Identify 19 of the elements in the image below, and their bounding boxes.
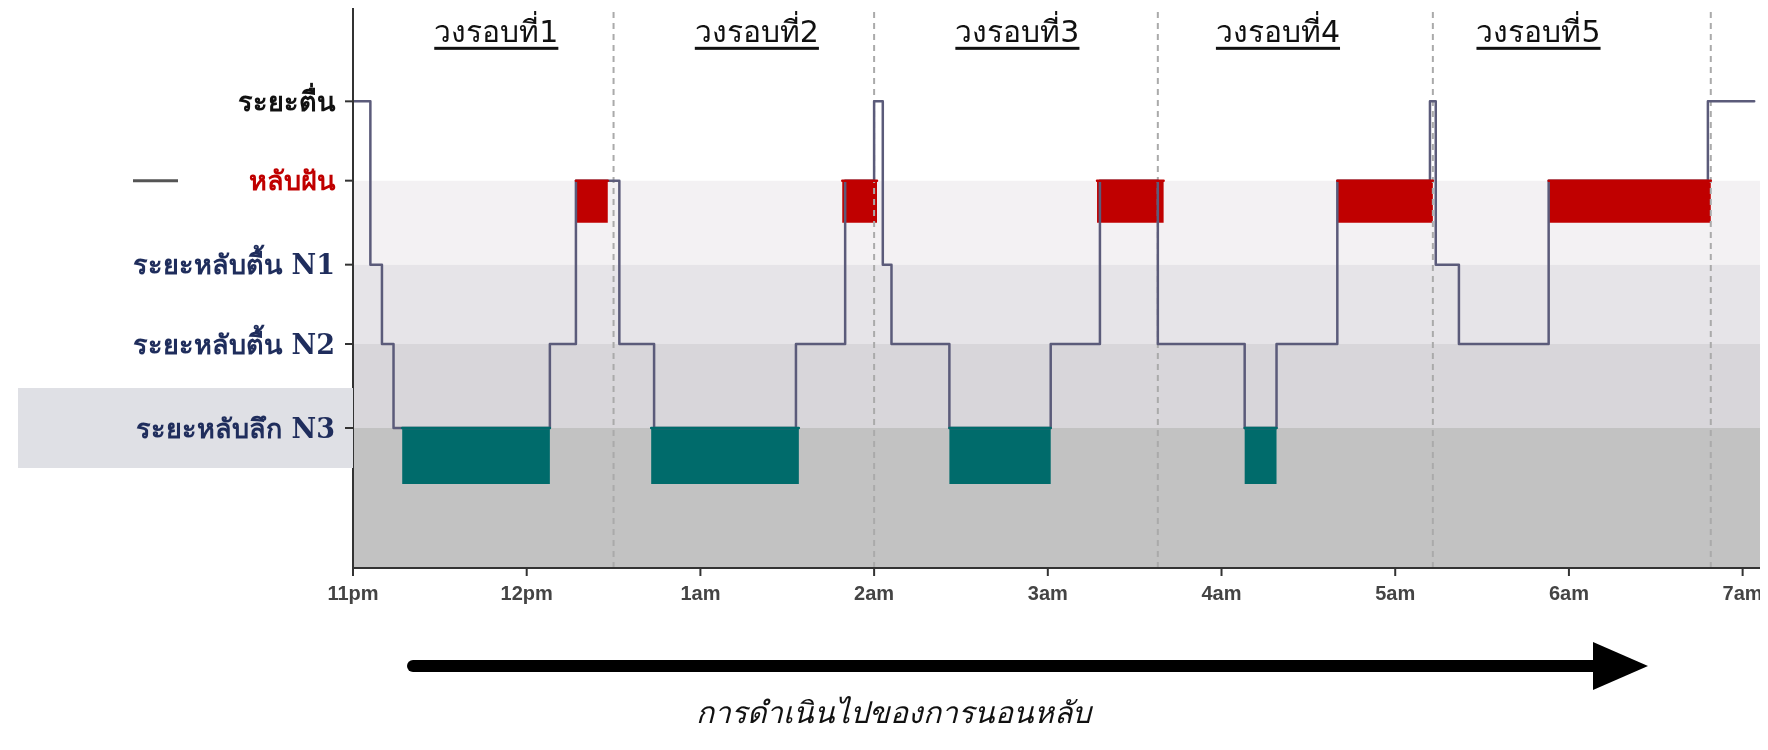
text: ระยะหลับตื้น N1 [133, 244, 335, 281]
text: วงรอบที่2 [694, 10, 819, 49]
x-tick-label: 1am [680, 582, 721, 604]
text: หลับฝัน [249, 165, 336, 197]
x-tick-label: 4am [1201, 582, 1242, 604]
x-tick-label: 5am [1375, 582, 1416, 604]
text: วงรอบที่4 [1215, 10, 1341, 49]
x-tick-label: 3am [1027, 582, 1068, 604]
x-tick-label: 6am [1548, 582, 1589, 604]
text: วงรอบที่3 [955, 10, 1080, 49]
text: วงรอบที่5 [1476, 10, 1601, 49]
text: ระยะหลับลึก N3 [136, 412, 335, 444]
x-tick-label: 2am [854, 582, 895, 604]
text: วงรอบที่1 [434, 10, 559, 49]
text: ระยะหลับตื้น N2 [133, 323, 335, 360]
x-axis-title: การดำเนินไปของการนอนหลับ [695, 695, 1094, 730]
x-tick-label: 11pm [327, 582, 379, 604]
text: ระยะตื่น [238, 81, 336, 117]
x-tick-label: 12pm [500, 582, 553, 604]
